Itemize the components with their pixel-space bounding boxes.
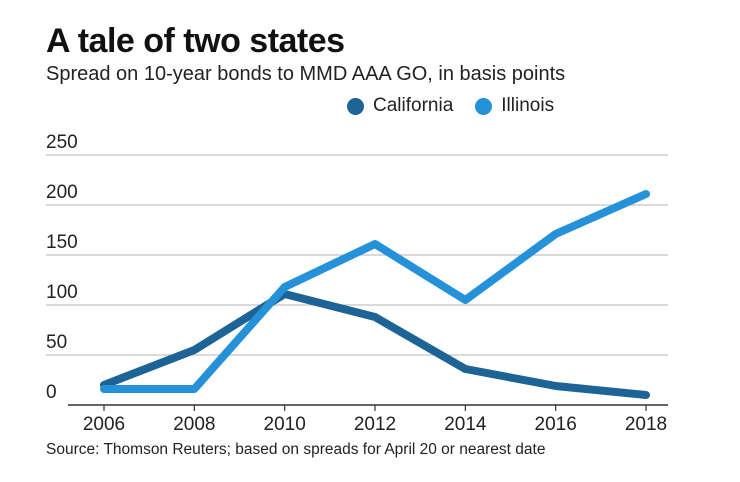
x-tick-label-2008: 2008	[173, 414, 215, 435]
legend: California Illinois	[347, 95, 576, 117]
y-tick-label-200: 200	[46, 182, 78, 203]
x-tick-label-2014: 2014	[444, 414, 487, 435]
x-tick-label-2012: 2012	[354, 414, 396, 435]
legend-marker-california	[347, 97, 364, 115]
legend-item-illinois: Illinois	[475, 95, 554, 117]
chart-title: A tale of two states	[46, 22, 345, 60]
y-tick-label-0: 0	[46, 382, 57, 403]
source-note: Source: Thomson Reuters; based on spread…	[46, 441, 546, 458]
x-tick-label-2016: 2016	[535, 414, 577, 435]
y-tick-label-250: 250	[46, 132, 78, 153]
y-tick-label-50: 50	[46, 332, 67, 353]
series-line-illinois	[100, 190, 650, 393]
chart-subtitle: Spread on 10-year bonds to MMD AAA GO, i…	[46, 63, 566, 85]
y-tick-label-150: 150	[46, 232, 78, 253]
x-tick-label-2018: 2018	[625, 414, 667, 435]
x-tick-label-2010: 2010	[264, 414, 306, 435]
legend-marker-illinois	[475, 97, 493, 115]
legend-label-illinois: Illinois	[501, 95, 555, 116]
legend-item-california: California	[347, 95, 453, 117]
x-tick-label-2006: 2006	[83, 414, 125, 435]
legend-label-california: California	[373, 95, 454, 116]
series-line-california	[100, 290, 650, 399]
y-tick-label-100: 100	[46, 282, 78, 303]
